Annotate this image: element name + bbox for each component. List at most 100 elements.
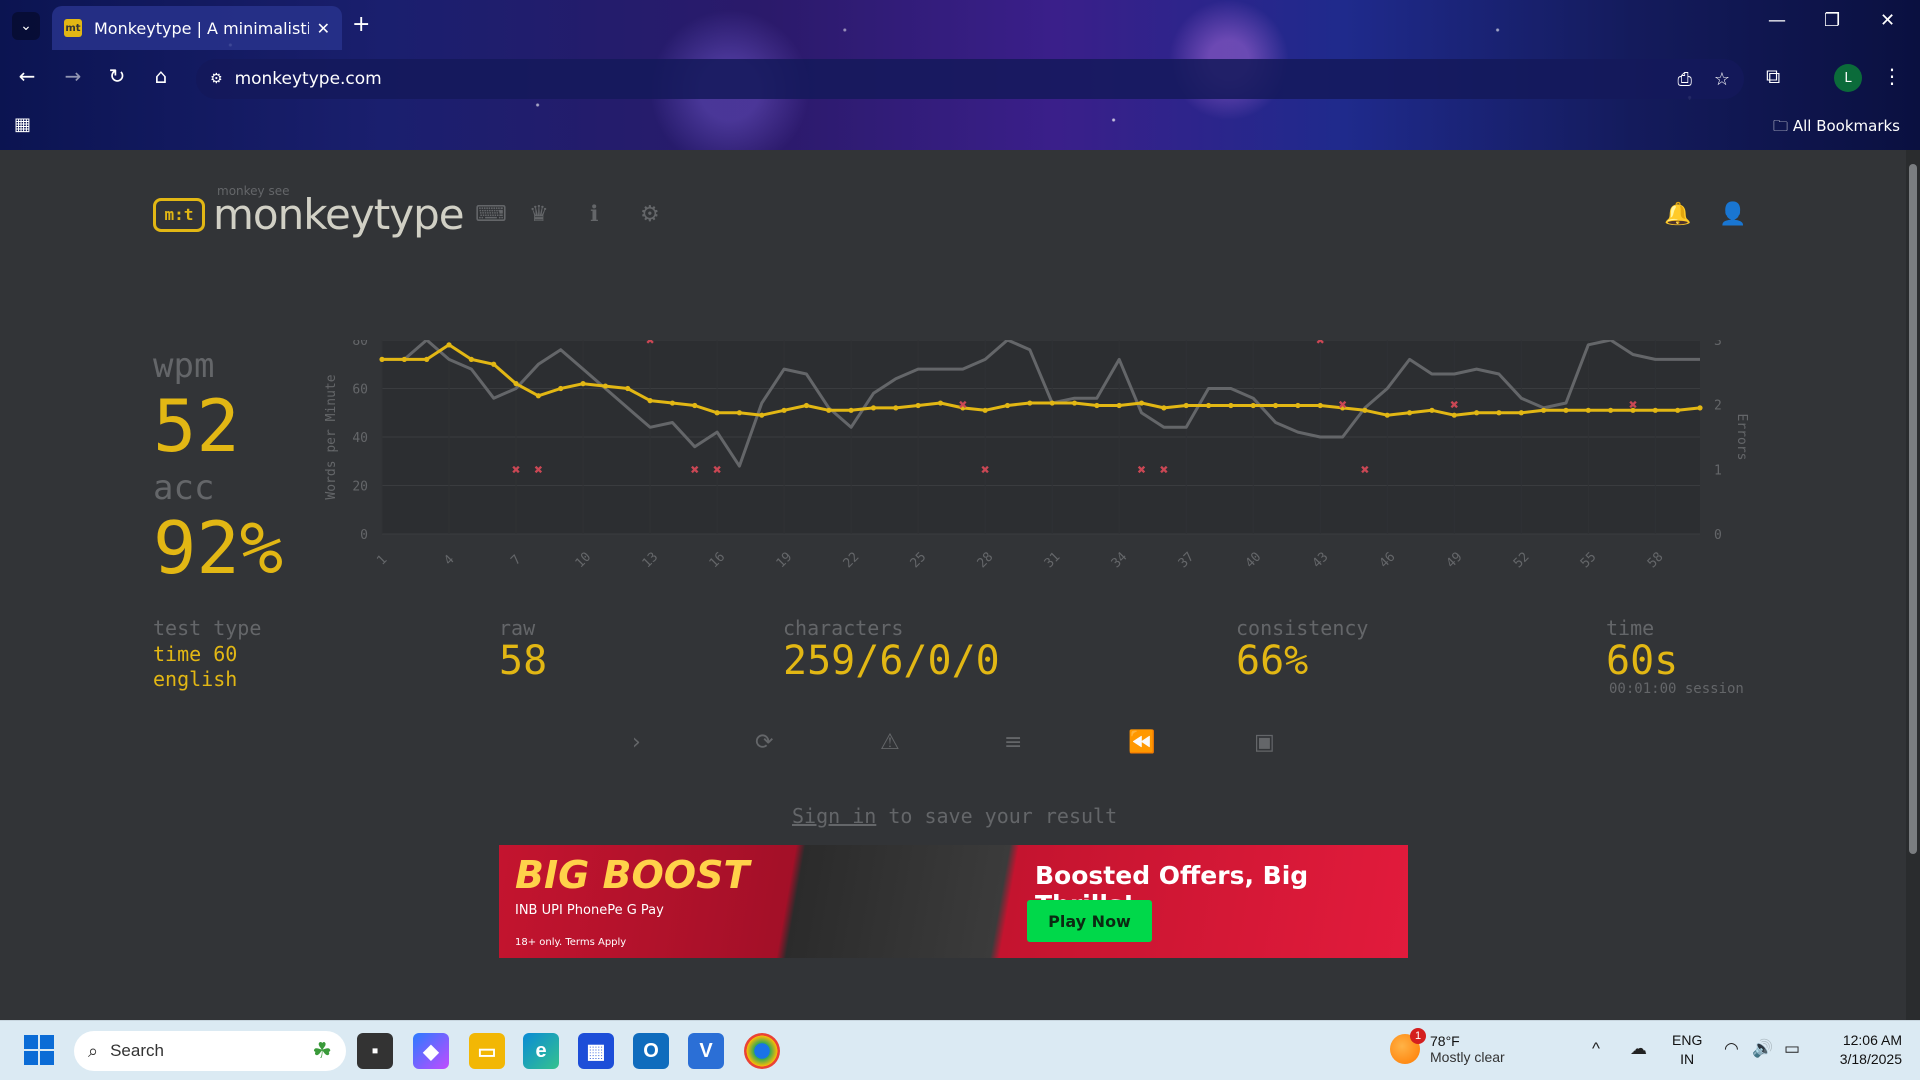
wpm-point — [960, 405, 966, 411]
edge-icon[interactable]: e — [523, 1033, 559, 1069]
wpm-point — [803, 402, 810, 409]
bookmark-star-icon[interactable]: ☆ — [1713, 68, 1730, 90]
system-clock[interactable]: 12:06 AM 3/18/2025 — [1822, 1031, 1902, 1069]
wpm-point — [1429, 407, 1435, 413]
weather-widget[interactable]: 1 78°F Mostly clear — [1390, 1028, 1505, 1065]
sign-in-link[interactable]: Sign in — [792, 804, 877, 828]
page-scrollbar[interactable] — [1906, 150, 1920, 1020]
save-screenshot-icon[interactable]: ▣ — [1254, 730, 1275, 755]
x-tick-label: 46 — [1377, 550, 1399, 572]
restart-test-icon[interactable]: ⟳ — [755, 730, 774, 755]
info-icon[interactable]: ℹ — [590, 202, 599, 227]
wpm-point — [1406, 410, 1413, 416]
wpm-point — [513, 381, 519, 387]
time-label: time — [1606, 616, 1655, 640]
logo-keyboard-icon: m:t — [153, 197, 205, 232]
outlook-icon[interactable]: O — [633, 1033, 669, 1069]
wpm-point — [1652, 407, 1658, 413]
language-indicator[interactable]: ENG IN — [1672, 1031, 1702, 1069]
wpm-value: 52 — [153, 384, 240, 468]
scrollbar-thumb[interactable] — [1909, 164, 1917, 854]
wpm-point — [558, 385, 564, 392]
wpm-point — [1228, 402, 1234, 409]
wpm-point — [1183, 402, 1189, 409]
x-tick-label: 40 — [1243, 550, 1265, 572]
vscode-icon[interactable]: V — [688, 1033, 724, 1069]
leaderboard-crown-icon[interactable]: ♛ — [529, 202, 549, 227]
wpm-point — [625, 385, 631, 392]
error-marker: ✖ — [690, 463, 699, 476]
y-tick-label: 20 — [352, 480, 368, 495]
wpm-point — [379, 356, 385, 362]
apps-grid-icon[interactable]: ▦ — [14, 114, 32, 135]
site-info-icon[interactable]: ⚙ — [210, 71, 223, 87]
back-button[interactable]: ← — [18, 64, 36, 88]
y2-tick-label: 1 — [1714, 463, 1722, 478]
keyboard-icon[interactable]: ⌨ — [475, 202, 507, 227]
wpm-point — [1518, 410, 1524, 416]
chrome-icon[interactable] — [744, 1033, 780, 1069]
sign-in-prompt: Sign in to save your result — [792, 804, 1117, 828]
home-button[interactable]: ⌂ — [154, 64, 168, 88]
minimize-button[interactable]: — — [1768, 10, 1786, 31]
x-tick-label: 34 — [1109, 549, 1131, 571]
x-tick-label: 43 — [1310, 550, 1332, 572]
account-user-icon[interactable]: 👤 — [1719, 202, 1747, 227]
wifi-icon[interactable]: ◠ — [1724, 1039, 1739, 1058]
all-bookmarks-button[interactable]: 🗀 All Bookmarks — [1773, 116, 1900, 141]
settings-gear-icon[interactable]: ⚙ — [640, 202, 660, 227]
wpm-point — [1272, 402, 1279, 409]
tab-monkeytype[interactable]: mt Monkeytype | A minimalistic, cu ✕ — [52, 6, 342, 50]
show-hidden-icons-chevron-icon[interactable]: ^ — [1592, 1039, 1600, 1058]
test-type-language: english — [153, 667, 238, 691]
install-app-icon[interactable]: ⎙ — [1677, 68, 1692, 90]
ad-brand: BIG BOOST — [515, 853, 750, 897]
y2-tick-label: 0 — [1714, 528, 1722, 543]
y-tick-label: 60 — [352, 383, 368, 398]
x-tick-label: 49 — [1444, 550, 1466, 572]
new-tab-button[interactable]: + — [352, 12, 371, 37]
advertisement-banner[interactable]: BIG BOOST INB UPI PhonePe G Pay 18+ only… — [499, 845, 1408, 958]
microsoft-store-icon[interactable]: ▦ — [578, 1033, 614, 1069]
address-bar[interactable]: ⚙ monkeytype.com ⎙ ☆ — [196, 59, 1744, 99]
reload-button[interactable]: ↻ — [108, 64, 126, 88]
report-warning-icon[interactable]: ⚠ — [880, 730, 900, 755]
wpm-point — [491, 361, 497, 367]
battery-icon[interactable]: ▭ — [1784, 1039, 1801, 1058]
file-explorer-icon[interactable]: ▭ — [469, 1033, 505, 1069]
wpm-point — [535, 393, 541, 399]
next-test-icon[interactable]: › — [632, 730, 641, 755]
browser-menu-icon[interactable]: ⋮ — [1882, 64, 1902, 88]
taskbar-search-box[interactable]: ⌕ Search ☘ — [74, 1031, 346, 1071]
replay-rewind-icon[interactable]: ⏪ — [1128, 730, 1156, 755]
y2-tick-label: 3 — [1714, 340, 1722, 349]
search-highlight-clover-icon: ☘ — [312, 1038, 332, 1063]
wpm-point — [1474, 410, 1480, 416]
volume-icon[interactable]: 🔊 — [1752, 1039, 1774, 1058]
x-tick-label: 52 — [1511, 550, 1533, 572]
ad-play-now-button[interactable]: Play Now — [1027, 900, 1152, 942]
wpm-point — [870, 405, 877, 411]
windows-start-icon[interactable] — [24, 1035, 54, 1065]
task-view-icon[interactable]: ▪ — [357, 1033, 393, 1069]
forward-button[interactable]: → — [64, 64, 82, 88]
restore-button[interactable]: ❐ — [1824, 10, 1841, 31]
word-history-icon[interactable]: ≡ — [1004, 730, 1023, 755]
tab-close-icon[interactable]: ✕ — [316, 18, 330, 38]
copilot-icon[interactable]: ◆ — [413, 1033, 449, 1069]
wpm-point — [580, 381, 586, 387]
wpm-point — [1541, 407, 1547, 413]
close-window-button[interactable]: ✕ — [1880, 10, 1896, 31]
tab-search-button[interactable]: ⌄ — [12, 12, 40, 40]
notifications-bell-icon[interactable]: 🔔 — [1664, 202, 1692, 227]
site-logo[interactable]: m:t monkey see monkeytype — [153, 184, 465, 239]
consistency-value: 66% — [1236, 638, 1309, 684]
onedrive-cloud-icon[interactable]: ☁ — [1630, 1039, 1647, 1058]
x-tick-label: 13 — [640, 550, 662, 572]
x-tick-label: 19 — [774, 550, 796, 572]
profile-avatar[interactable]: L — [1834, 64, 1862, 92]
extensions-icon[interactable]: ⧉ — [1766, 64, 1781, 88]
wpm-point — [1608, 407, 1614, 413]
clock-date: 3/18/2025 — [1839, 1051, 1902, 1067]
